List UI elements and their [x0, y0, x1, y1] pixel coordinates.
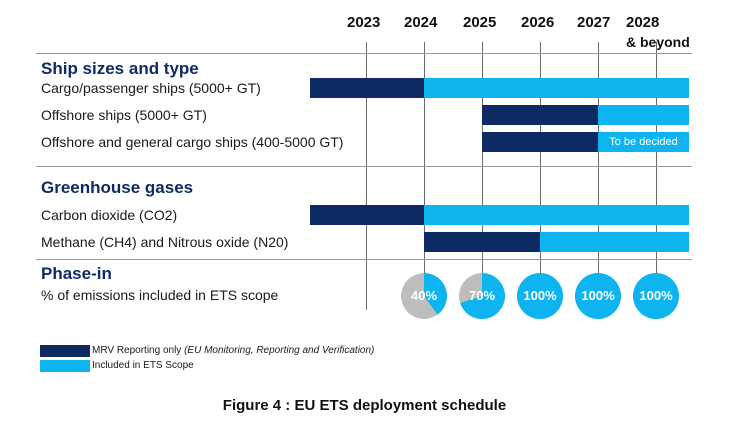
bar-co2-ets: [424, 205, 689, 225]
pie-2024: [401, 273, 447, 319]
phase-label-2025: 70%: [468, 288, 496, 303]
row-label-offshore: Offshore ships (5000+ GT): [41, 107, 207, 123]
phase-circle-2027: 100%: [575, 273, 621, 319]
pie-2024-slice: [424, 273, 447, 316]
year-2024: 2024: [404, 14, 438, 31]
section-phase-in: Phase-in: [41, 264, 112, 283]
phase-label-2027: 100%: [581, 288, 615, 303]
year-2027: 2027: [577, 14, 611, 31]
separator-top: [36, 53, 692, 54]
pie-2028: [633, 273, 679, 319]
row-label-co2: Carbon dioxide (CO2): [41, 207, 178, 223]
grid-line-2024: [424, 42, 425, 310]
section-greenhouse-gases: Greenhouse gases: [41, 178, 194, 197]
phase-circle-2025: 70%: [459, 273, 505, 319]
row-label-cargo: Cargo/passenger ships (5000+ GT): [41, 80, 261, 96]
section-ship-sizes: Ship sizes and type: [41, 59, 199, 78]
pie-2027: [575, 273, 621, 319]
grid-line-2028: [656, 42, 657, 310]
phase-label-2024: 40%: [410, 288, 438, 303]
pie-2025-slice: [459, 273, 505, 319]
grid-line-2025: [482, 42, 483, 310]
grid-line-2027: [598, 42, 599, 310]
phase-label-2026: 100%: [523, 288, 557, 303]
separator-ghg: [36, 166, 692, 167]
bar-offshore-ets: [598, 105, 689, 125]
pie-2027-slice: [575, 273, 621, 319]
bar-methane-mrv: [424, 232, 540, 252]
pie-2028-slice: [633, 273, 679, 319]
year-beyond: & beyond: [626, 34, 690, 50]
year-2028: 2028: [626, 14, 660, 31]
row-label-general: Offshore and general cargo ships (400-50…: [41, 134, 344, 150]
phase-circle-2026: 100%: [517, 273, 563, 319]
bar-co2-mrv: [310, 205, 424, 225]
pie-2026-slice: [517, 273, 563, 319]
bar-methane-ets: [540, 232, 689, 252]
legend-label-ets: Included in ETS Scope: [92, 360, 194, 371]
pie-2025: [459, 273, 505, 319]
phase-circle-2028: 100%: [633, 273, 679, 319]
legend-swatch-mrv: [40, 345, 90, 357]
bar-cargo-mrv: [310, 78, 424, 98]
separator-phase: [36, 259, 692, 260]
legend-swatch-ets: [40, 360, 90, 372]
row-label-methane: Methane (CH4) and Nitrous oxide (N20): [41, 234, 289, 250]
to-be-decided-label: To be decided: [609, 136, 678, 148]
legend-mrv-detail: (EU Monitoring, Reporting and Verificati…: [184, 345, 375, 356]
year-2025: 2025: [463, 14, 497, 31]
legend-mrv-main: MRV Reporting only: [92, 345, 185, 356]
bar-general-mrv: [482, 132, 598, 152]
grid-line-2023: [366, 42, 367, 310]
bar-general-tbd: [598, 132, 689, 152]
year-2023: 2023: [347, 14, 381, 31]
phase-circle-2024: 40%: [401, 273, 447, 319]
phase-label-2028: 100%: [639, 288, 673, 303]
bar-cargo-ets: [424, 78, 689, 98]
grid-line-2026: [540, 42, 541, 310]
year-2026: 2026: [521, 14, 555, 31]
figure-caption: Figure 4 : EU ETS deployment schedule: [222, 397, 507, 414]
pie-2026: [517, 273, 563, 319]
legend-label-mrv: MRV Reporting only (EU Monitoring, Repor…: [92, 345, 374, 356]
bar-offshore-mrv: [482, 105, 598, 125]
row-label-phase: % of emissions included in ETS scope: [41, 287, 279, 303]
